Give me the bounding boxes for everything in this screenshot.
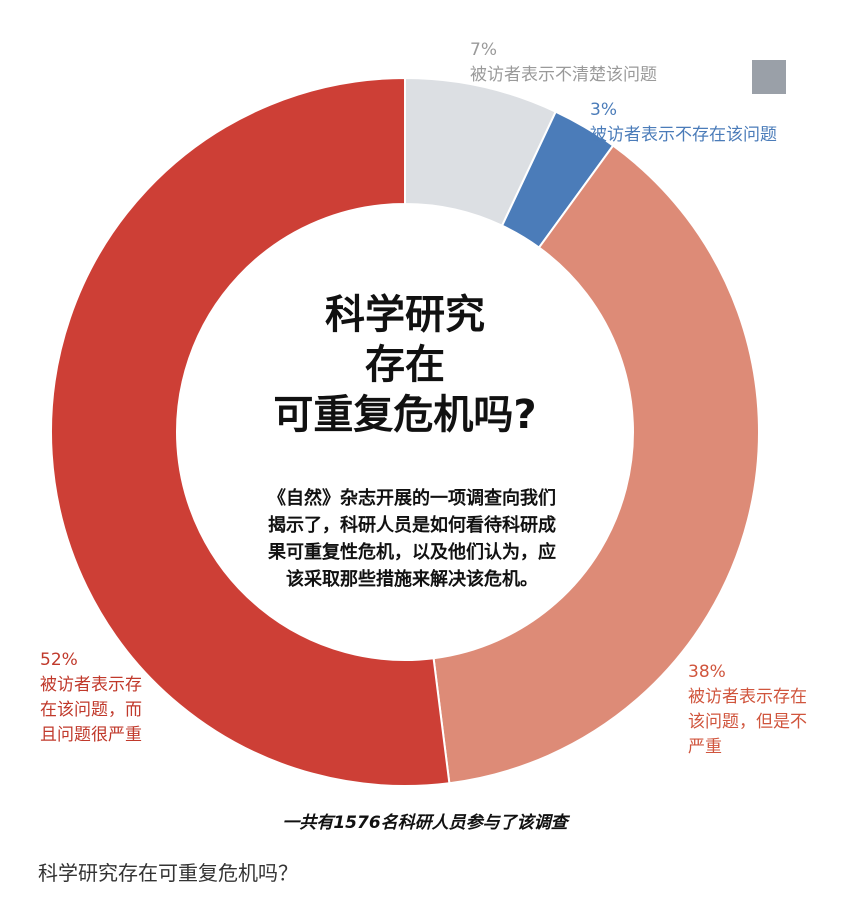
center-title: 科学研究 存在 可重复危机吗? (255, 290, 555, 440)
center-text: 《自然》杂志开展的一项调查向我们揭示了，科研人员是如何看待科研成果可重复性危机，… (268, 488, 556, 590)
category-label: 被访者表示存在该问题，而且问题很严重 (40, 675, 142, 745)
category-label: 被访者表示存在该问题，但是不严重 (688, 687, 807, 757)
category-label: 被访者表示不存在该问题 (590, 125, 777, 145)
center-title-line: 存在 (365, 342, 445, 388)
value-label: 38% (688, 662, 726, 682)
segment-label: 3% 被访者表示不存在该问题 (590, 98, 850, 148)
category-label: 被访者表示不清楚该问题 (470, 65, 657, 85)
donut-segment (432, 144, 760, 785)
donut-segment (50, 76, 451, 787)
segment-label: 38% 被访者表示存在该问题，但是不严重 (688, 660, 813, 760)
value-label: 3% (590, 100, 617, 120)
center-title-line: 科学研究 (325, 292, 485, 338)
note: 一共有1576名科研人员参与了该调查 (282, 813, 568, 833)
icon (752, 60, 786, 94)
segment-label: 7% 被访者表示不清楚该问题 (470, 38, 770, 88)
value-label: 52% (40, 650, 78, 670)
center-title-line: 可重复危机吗? (273, 392, 537, 438)
caption: 科学研究存在可重复危机吗？ (38, 861, 298, 885)
segment-label: 52% 被访者表示存在该问题，而且问题很严重 (40, 648, 150, 748)
value-label: 7% (470, 40, 497, 60)
